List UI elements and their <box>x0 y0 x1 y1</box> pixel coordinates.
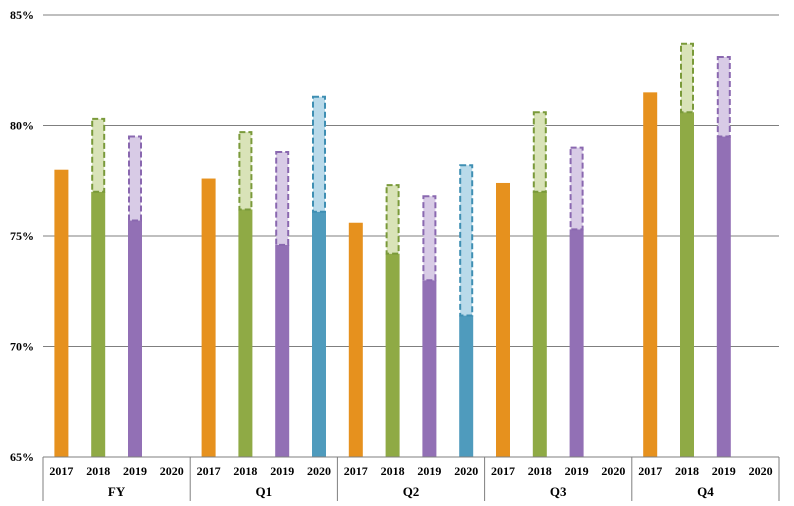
bar-2019-q2 <box>422 280 437 457</box>
range-bar-2018-q3 <box>532 111 547 193</box>
bar-2018-q2 <box>385 253 400 457</box>
group-label: FY <box>108 484 126 499</box>
group-label: Q3 <box>550 484 567 499</box>
range-bar-2020-q2 <box>459 164 474 317</box>
y-tick-label: 80% <box>10 119 34 133</box>
range-bar-2018-q2 <box>385 184 400 255</box>
x-tick-label: 2018 <box>381 464 405 478</box>
x-tick-label: 2017 <box>197 464 221 478</box>
range-bar-2019-q2 <box>422 195 437 282</box>
x-tick-label: 2017 <box>49 464 73 478</box>
range-bar-2018-fy <box>91 117 106 193</box>
x-tick-label: 2020 <box>601 464 625 478</box>
x-axis: 2017 2018 2019 2020 FY 2017 2018 2019 2020 Q1 2017… <box>42 456 780 501</box>
bar-2017-q2 <box>348 222 363 457</box>
bar-2017-q3 <box>496 182 510 457</box>
range-bar-2019-q4 <box>716 55 731 138</box>
x-tick-label: 2018 <box>528 464 552 478</box>
bar-2017-fy <box>54 169 69 457</box>
x-tick-label: 2017 <box>491 464 515 478</box>
x-tick-label: 2020 <box>160 464 184 478</box>
x-tick-label: 2019 <box>417 464 441 478</box>
bar-2020-q2 <box>459 315 474 457</box>
range-bar-2018-q1 <box>238 131 253 211</box>
y-tick-label: 75% <box>10 229 34 243</box>
group-label: Q2 <box>403 484 420 499</box>
x-tick-label: 2018 <box>86 464 110 478</box>
x-tick-label: 2018 <box>233 464 257 478</box>
bar-2020-q1 <box>312 211 326 457</box>
y-tick-label: 85% <box>10 8 34 22</box>
x-tick-label: 2017 <box>344 464 368 478</box>
y-tick-label: 70% <box>10 340 34 354</box>
grid-lines <box>43 14 779 458</box>
range-bar-2019-q3 <box>569 146 584 231</box>
y-axis-ticks: 65% 70% 75% 80% 85% <box>10 8 34 464</box>
x-tick-label: 2019 <box>123 464 147 478</box>
bar-2019-fy <box>128 220 142 457</box>
bar-2017-q4 <box>643 92 658 457</box>
x-tick-label: 2019 <box>712 464 736 478</box>
range-bar-2018-q4 <box>680 42 694 114</box>
x-tick-label: 2020 <box>749 464 773 478</box>
x-tick-label: 2020 <box>307 464 331 478</box>
y-tick-label: 65% <box>10 450 34 464</box>
x-tick-label: 2019 <box>270 464 294 478</box>
range-bar-2019-fy <box>128 135 142 222</box>
bar-2018-fy <box>91 191 106 458</box>
bar-2018-q3 <box>532 191 547 458</box>
x-tick-label: 2020 <box>454 464 478 478</box>
range-bar-2019-q1 <box>275 151 290 246</box>
bar-2017-q1 <box>201 178 216 458</box>
bar-2018-q4 <box>680 112 694 458</box>
bar-2019-q4 <box>716 136 731 458</box>
bar-2019-q3 <box>569 229 584 457</box>
x-tick-label: 2019 <box>565 464 589 478</box>
x-tick-label: 2017 <box>638 464 662 478</box>
group-label: Q4 <box>697 484 714 499</box>
group-label: Q1 <box>255 484 272 499</box>
bar-2018-q1 <box>238 209 253 457</box>
range-bar-2020-q1 <box>312 95 326 213</box>
bars <box>54 42 731 458</box>
bar-2019-q1 <box>275 244 290 457</box>
x-tick-label: 2018 <box>675 464 699 478</box>
